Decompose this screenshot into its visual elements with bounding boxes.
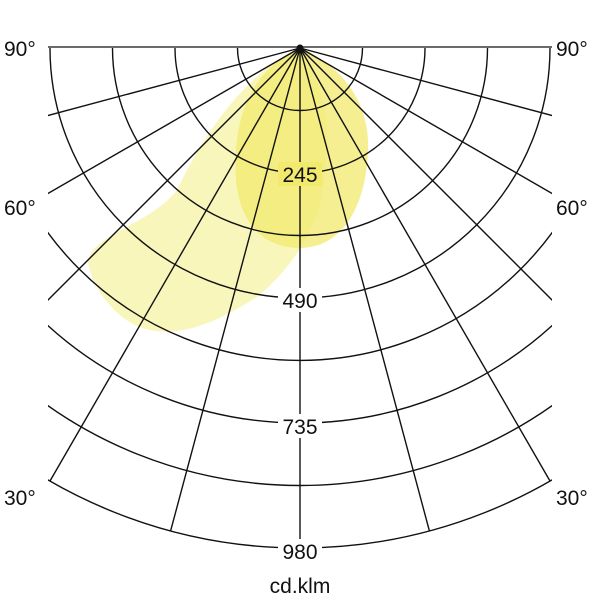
label-bg — [278, 288, 322, 312]
origin-point — [296, 44, 304, 52]
grid-spoke — [299, 47, 552, 195]
angle-label-left-90: 90° — [4, 38, 36, 61]
radial-label-980: 980 — [282, 541, 317, 564]
unit-label: cd.klm — [270, 575, 331, 598]
grid-spoke — [299, 47, 552, 117]
grid-spoke — [299, 47, 551, 482]
angle-label-right-60: 60° — [556, 197, 588, 220]
radial-label-245: 245 — [282, 164, 317, 187]
beam-shapes — [88, 48, 369, 332]
angle-label-right-90: 90° — [556, 38, 588, 61]
angle-label-left-30: 30° — [4, 487, 36, 510]
beam-lobe-narrow — [235, 48, 369, 248]
radial-label-490: 490 — [282, 290, 317, 313]
label-bg — [278, 539, 322, 563]
grid-spoke — [299, 47, 552, 301]
label-bg — [278, 414, 322, 438]
grid-spoke — [48, 47, 301, 301]
grid-spoke — [299, 47, 431, 532]
grid-spoke — [49, 47, 301, 482]
grid-spoke — [169, 47, 301, 532]
polar-grid — [48, 47, 552, 549]
grid-spoke — [48, 47, 301, 117]
angle-labels: 90° 60° 30° 90° 60° 30° — [4, 38, 588, 510]
angle-label-left-60: 60° — [4, 197, 36, 220]
grid-spoke — [48, 47, 301, 195]
radial-labels: 245 490 735 980 — [278, 162, 322, 564]
label-bg — [278, 162, 322, 186]
radial-label-735: 735 — [282, 416, 317, 439]
angle-label-right-30: 30° — [556, 487, 588, 510]
